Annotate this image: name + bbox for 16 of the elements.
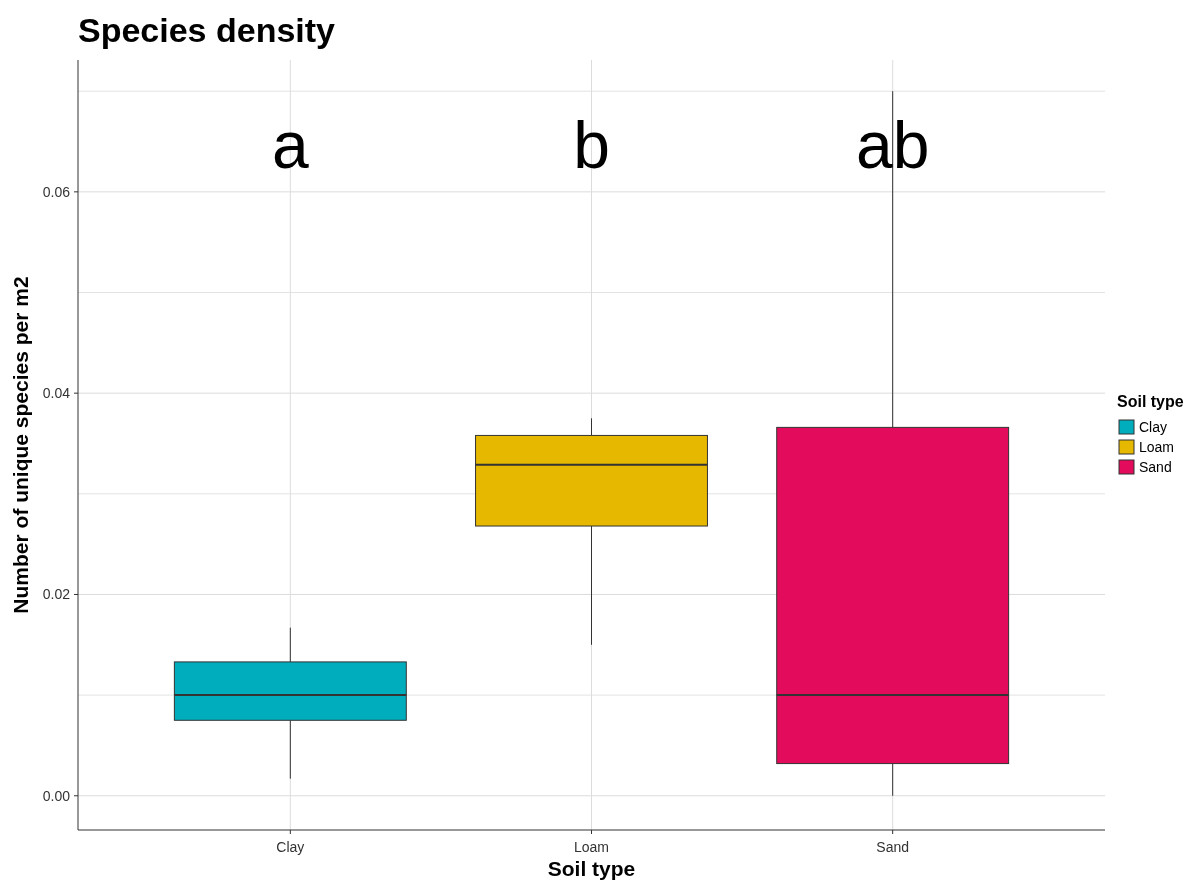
x-tick-label: Sand <box>876 839 910 855</box>
y-tick-label: 0.04 <box>42 385 71 402</box>
x-tick-label: Clay <box>276 839 305 855</box>
y-tick-label: 0.02 <box>42 586 71 603</box>
legend-label: Clay <box>1139 418 1168 435</box>
y-tick-label: 0.06 <box>42 183 71 200</box>
legend-label: Loam <box>1139 438 1175 455</box>
legend-label: Sand <box>1139 458 1172 475</box>
chart-title: Species density <box>78 11 336 49</box>
legend-title: Soil type <box>1117 393 1184 410</box>
annotation: b <box>573 108 610 182</box>
x-tick-label: Loam <box>573 839 610 855</box>
y-axis-title: Number of unique species per m2 <box>9 276 32 614</box>
annotation: a <box>271 108 309 182</box>
x-axis-title: Soil type <box>547 857 636 880</box>
y-tick-label: 0.00 <box>42 787 71 804</box>
